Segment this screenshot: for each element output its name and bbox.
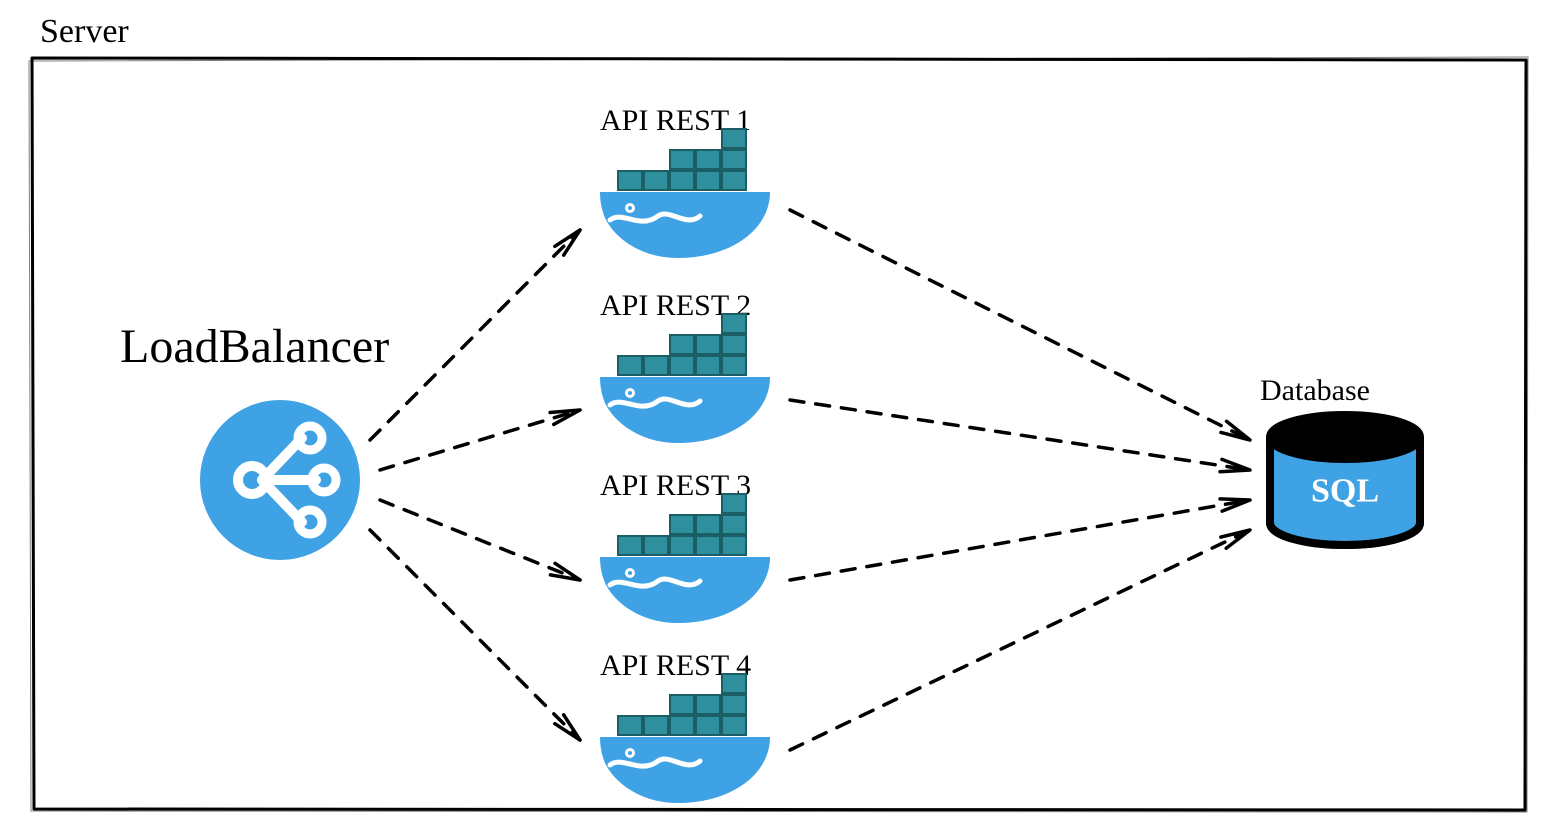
edge-lb-api-4 (370, 530, 580, 740)
edges (370, 210, 1250, 750)
edge-lb-api-2 (380, 410, 580, 470)
docker-icon-1 (600, 129, 770, 258)
database-text: SQL (1311, 473, 1379, 510)
edge-api-db-2 (790, 400, 1250, 472)
server-boundary-label: Server (40, 13, 129, 50)
edge-api-db-1 (790, 210, 1250, 440)
loadbalancer-label: LoadBalancer (120, 320, 389, 373)
api-node-4: API REST 4 (600, 649, 770, 803)
database-label: Database (1260, 374, 1370, 407)
docker-icon-2 (600, 314, 770, 443)
loadbalancer-node: LoadBalancer (120, 320, 389, 560)
api-nodes: API REST 1 API REST 2 API REST 3 API REST 4 (600, 104, 770, 803)
database-node: Database SQL (1260, 374, 1420, 545)
edge-api-db-3 (790, 499, 1250, 580)
edge-lb-api-1 (370, 230, 580, 440)
docker-icon-4 (600, 674, 770, 803)
loadbalancer-icon (200, 400, 360, 560)
edge-api-db-4 (790, 530, 1250, 750)
api-node-3: API REST 3 (600, 469, 770, 623)
api-node-2: API REST 2 (600, 289, 770, 443)
docker-icon-3 (600, 494, 770, 623)
api-node-1: API REST 1 (600, 104, 770, 258)
